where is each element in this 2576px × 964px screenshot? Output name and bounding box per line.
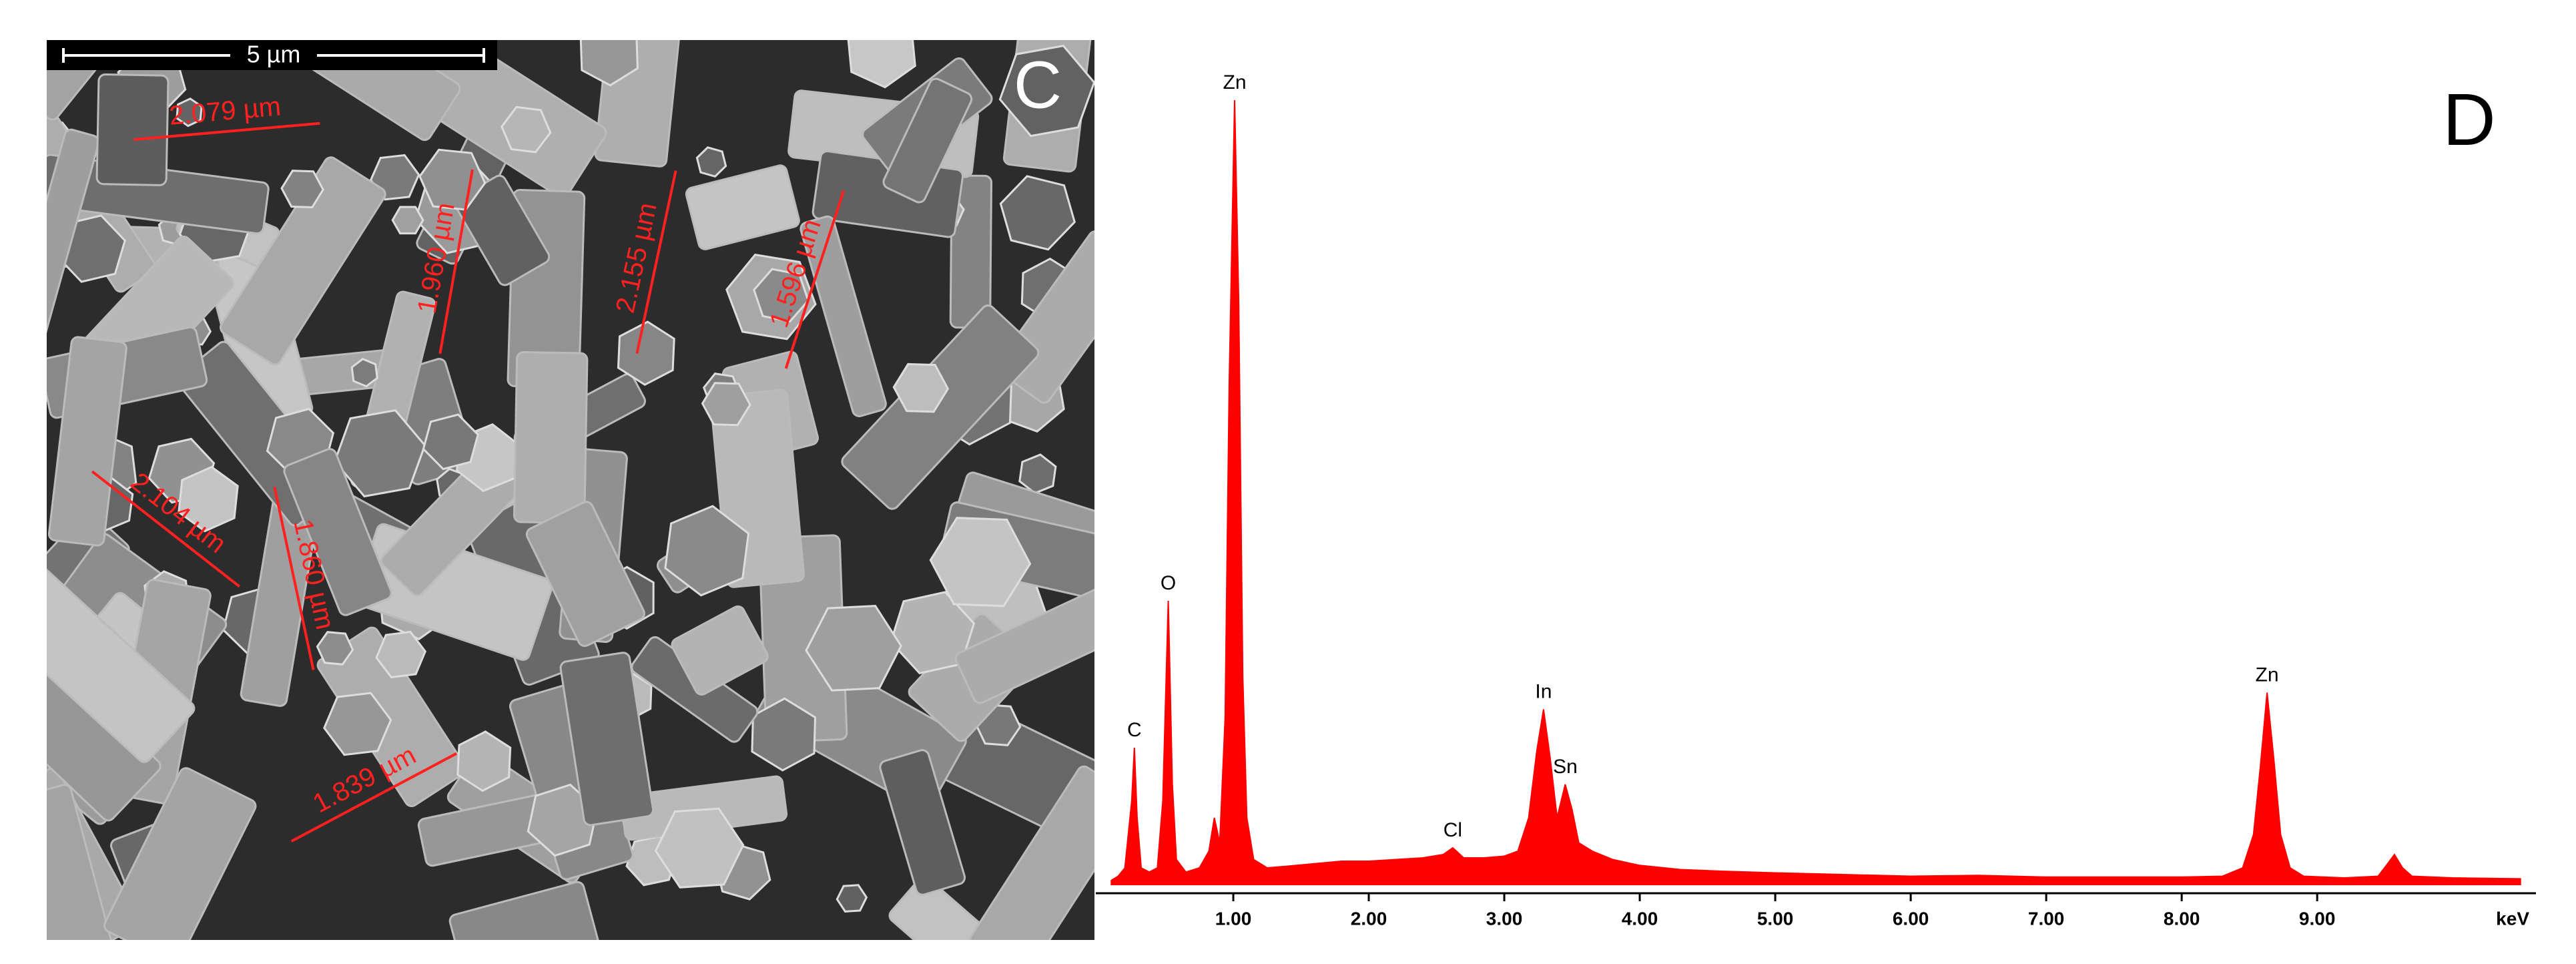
peak-label: In	[1535, 680, 1552, 702]
measurement-line	[91, 470, 241, 588]
particle	[892, 363, 950, 413]
particle	[501, 105, 552, 154]
x-tick-label: 5.00	[1757, 908, 1794, 929]
particle	[525, 501, 645, 648]
particle	[888, 876, 1010, 940]
x-tick-label: 4.00	[1622, 908, 1658, 929]
particle	[47, 128, 100, 347]
particle	[836, 884, 868, 913]
particle	[654, 807, 745, 889]
particle	[280, 170, 324, 209]
particle	[316, 631, 354, 666]
particle	[701, 382, 751, 427]
measurement-line	[273, 487, 315, 670]
particle	[579, 40, 639, 87]
x-tick-label: 9.00	[2299, 908, 2336, 929]
particle	[283, 448, 392, 616]
panel-label: D	[2443, 79, 2495, 161]
particle	[594, 40, 682, 168]
particle	[954, 575, 1094, 704]
particle	[47, 561, 196, 763]
x-tick-label: 7.00	[2028, 908, 2065, 929]
spectrum-area	[1110, 99, 2521, 885]
particle	[391, 206, 424, 235]
measurement-line	[133, 122, 320, 142]
panel-label: C	[1014, 47, 1062, 122]
particle	[103, 767, 257, 940]
x-axis-label: keV	[2496, 908, 2529, 929]
particle	[47, 336, 127, 547]
peak-label: Sn	[1553, 756, 1578, 778]
particle	[890, 591, 976, 675]
particle	[695, 146, 727, 178]
particle	[664, 505, 750, 597]
particle	[879, 749, 966, 896]
particle	[375, 630, 427, 679]
x-tick-label: 8.00	[2164, 908, 2200, 929]
particle	[805, 605, 902, 692]
particle	[95, 73, 170, 186]
particle	[47, 784, 124, 940]
peak-label: C	[1127, 719, 1142, 741]
particle	[685, 164, 800, 250]
particle	[617, 320, 675, 387]
particle	[799, 215, 887, 417]
x-tick-label: 1.00	[1215, 908, 1252, 929]
x-tick-label: 6.00	[1893, 908, 1929, 929]
particle	[448, 881, 601, 940]
particle	[422, 413, 479, 471]
measurement-line	[635, 170, 677, 354]
particle	[350, 357, 378, 388]
measurement-line	[290, 752, 457, 842]
sem-particles	[47, 40, 1094, 940]
measurement-line	[438, 169, 474, 354]
particle	[220, 156, 386, 366]
peak-label: Zn	[1223, 71, 1247, 93]
particle	[513, 350, 589, 525]
particle	[999, 175, 1076, 251]
particle	[929, 517, 1032, 608]
measurement-line	[784, 190, 846, 369]
scale-bar-label: 5 µm	[247, 41, 301, 68]
particle	[671, 605, 769, 696]
particle	[969, 765, 1094, 940]
particle	[559, 652, 655, 826]
peak-label: Zn	[2256, 664, 2279, 686]
particle	[753, 268, 810, 323]
spectrum: D 1.00 2.00 3.00 4.00 5.00 6.00 7.00 8.00 9.00 keV…	[1096, 71, 2536, 929]
particle	[882, 77, 973, 204]
particle	[998, 44, 1094, 138]
particle	[456, 730, 512, 792]
particle	[847, 40, 916, 89]
peak-label: Cl	[1443, 819, 1462, 841]
peak-label: O	[1161, 572, 1176, 594]
particle	[323, 692, 392, 756]
particle	[178, 465, 239, 533]
x-tick-label: 3.00	[1486, 908, 1523, 929]
particle	[176, 97, 203, 128]
x-tick-label: 2.00	[1351, 908, 1387, 929]
